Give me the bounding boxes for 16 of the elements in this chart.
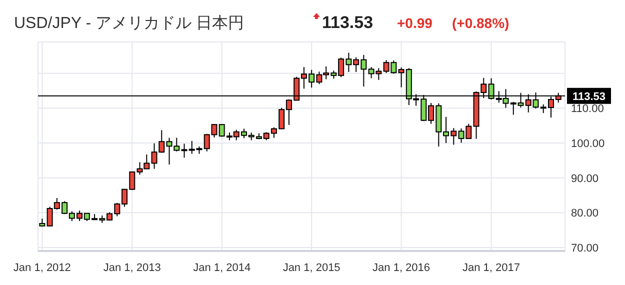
x-tick-label: Jan 1, 2014 xyxy=(193,262,251,274)
y-tick-label: 90.00 xyxy=(571,172,599,185)
text: +0.99 xyxy=(397,15,433,31)
x-tick-label: Jan 1, 2012 xyxy=(13,262,71,274)
y-tick-label: 100.00 xyxy=(571,138,605,150)
y-tick-label: 80.00 xyxy=(571,208,599,220)
x-tick-label: Jan 1, 2013 xyxy=(103,262,161,274)
x-tick-label: Jan 1, 2017 xyxy=(462,262,520,274)
ref-line-label: 113.53 xyxy=(572,90,606,103)
x-tick-label: Jan 1, 2015 xyxy=(282,262,340,274)
x-tick-label: Jan 1, 2016 xyxy=(372,262,430,274)
y-tick-label: 70.00 xyxy=(571,242,599,255)
text: (+0.88%) xyxy=(452,15,510,31)
text: 113.53 xyxy=(322,13,374,32)
y-tick-label: 110.00 xyxy=(571,103,604,116)
chart-title: USD/JPY - アメリカドル 日本円 xyxy=(14,14,244,32)
